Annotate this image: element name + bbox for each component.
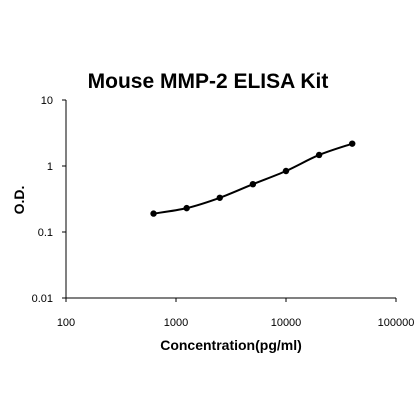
data-point [349, 140, 356, 147]
data-point [249, 181, 257, 188]
data-point [315, 151, 323, 159]
standard-curve-line [153, 142, 353, 215]
x-tick-label: 10000 [271, 317, 302, 329]
series-layer [150, 140, 356, 217]
x-tick-label: 100 [57, 317, 75, 329]
data-point [216, 194, 223, 201]
y-axis-label: O.D. [11, 186, 27, 215]
chart-title: Mouse MMP-2 ELISA Kit [88, 70, 329, 93]
y-ticks: 0.01 0.1 1 10 [32, 95, 66, 305]
x-tick-label: 1000 [164, 317, 188, 329]
x-tick-label: 100000 [378, 317, 415, 329]
data-point [282, 167, 290, 175]
y-tick-label: 0.01 [32, 293, 53, 305]
data-point [183, 204, 190, 212]
data-point [150, 210, 157, 217]
plot-area [65, 100, 396, 299]
x-axis-label: Concentration(pg/ml) [160, 337, 302, 353]
y-tick-label: 10 [41, 95, 53, 107]
x-ticks: 100 1000 10000 100000 [57, 298, 415, 329]
y-tick-label: 0.1 [38, 227, 53, 239]
y-tick-label: 1 [47, 161, 53, 173]
